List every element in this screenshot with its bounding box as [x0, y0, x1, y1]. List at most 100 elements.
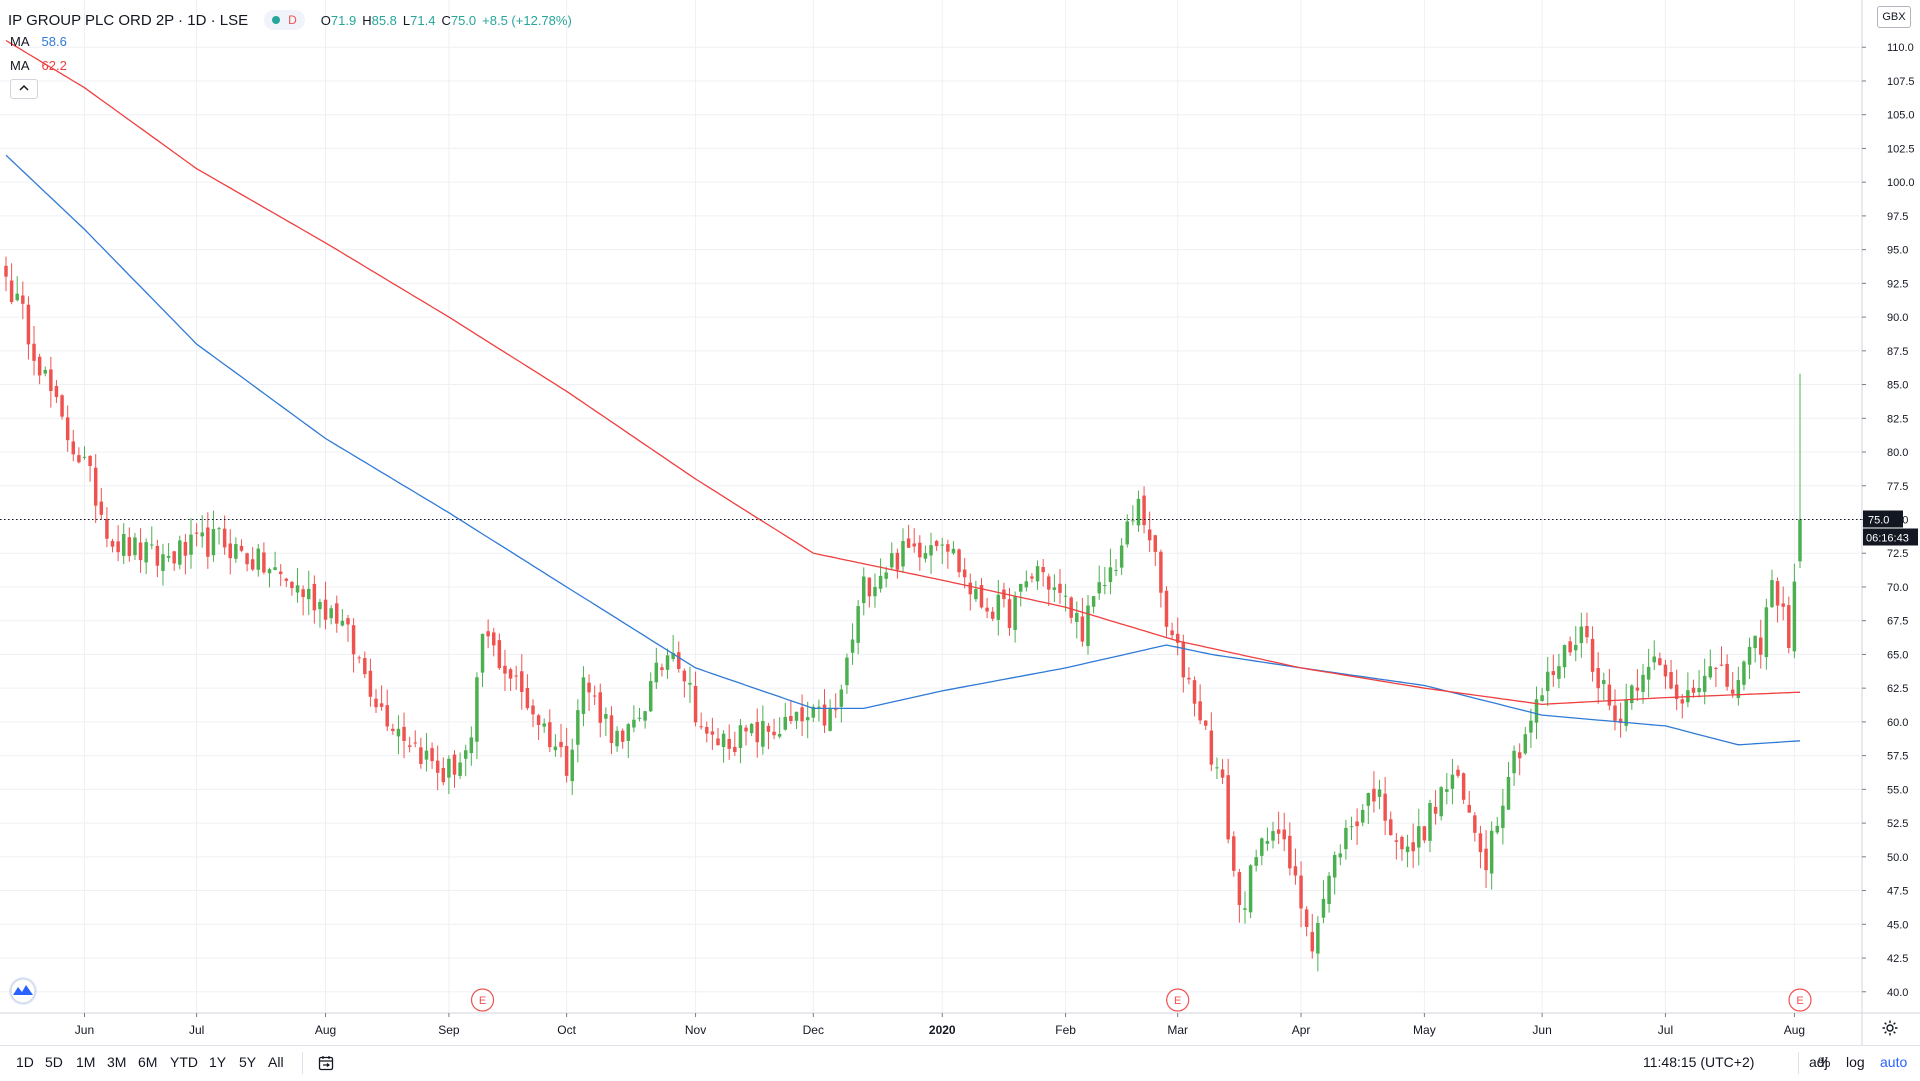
timeframe-1m[interactable]: 1M [76, 1054, 96, 1070]
candle [166, 543, 171, 563]
price-tick-label: 55.0 [1887, 784, 1908, 796]
candle-body [1237, 872, 1242, 905]
candle [1288, 822, 1292, 876]
candle-body [873, 586, 877, 597]
candle-body [1770, 580, 1774, 608]
candle [1467, 790, 1471, 813]
candle [1775, 577, 1780, 623]
candle [1338, 844, 1343, 866]
earnings-marker[interactable]: E [1166, 988, 1190, 1012]
candle [1742, 660, 1746, 691]
symbol-title[interactable]: IP GROUP PLC ORD 2P · 1D · LSE [8, 11, 249, 29]
candle [475, 672, 479, 760]
candle [890, 542, 894, 570]
candle [1568, 636, 1572, 656]
candle-body [934, 540, 939, 547]
gear-icon[interactable] [1881, 1019, 1899, 1037]
timeframe-6m[interactable]: 6M [138, 1054, 158, 1070]
candle-body [615, 730, 619, 747]
currency-badge[interactable]: GBX [1877, 6, 1911, 28]
candle [4, 256, 8, 292]
timeframe-1d[interactable]: 1D [16, 1054, 34, 1070]
candle-body [520, 671, 524, 692]
auto-toggle[interactable]: auto [1880, 1054, 1908, 1070]
candle-body [862, 576, 866, 604]
candle-body [1142, 495, 1146, 526]
timeframe-5y[interactable]: 5Y [239, 1054, 257, 1070]
percent-toggle[interactable]: % [1818, 1054, 1830, 1070]
price-axis[interactable]: 40.0 42.5 45.0 47.5 50.0 52.5 55.0 57.5 60.0 62.5… [1862, 15, 1915, 999]
candle-body [1018, 583, 1023, 592]
timeframe-5d[interactable]: 5D [45, 1054, 63, 1070]
candle [626, 722, 631, 759]
legend-collapse-button[interactable] [10, 79, 38, 99]
timeframe-ytd[interactable]: YTD [170, 1054, 198, 1070]
candle-body [110, 540, 115, 547]
candle-body [1069, 597, 1073, 618]
candle [710, 717, 715, 750]
earnings-marker-label: E [479, 995, 486, 1007]
candle-body [990, 611, 995, 619]
price-tick-label: 57.5 [1887, 751, 1908, 763]
candle-body [374, 698, 378, 708]
ohlc-values: O71.9 H85.8 L71.4 C75.0 +8.5 (+12.78%) [321, 13, 578, 28]
candle [637, 707, 642, 722]
candle-body [789, 715, 793, 721]
candle-body [155, 545, 160, 566]
candle [1517, 743, 1522, 776]
candle [705, 721, 709, 743]
candle [1136, 490, 1141, 532]
log-toggle[interactable]: log [1846, 1054, 1865, 1070]
timeframe-all[interactable]: All [268, 1054, 284, 1070]
candle-body [1596, 668, 1600, 689]
candle-body [1708, 666, 1713, 678]
candles [4, 256, 1802, 972]
ohlc-value: 75.0 [450, 12, 477, 28]
candle [1159, 549, 1163, 608]
candle-body [665, 655, 670, 670]
candle-body [643, 711, 647, 721]
candle [1035, 560, 1040, 590]
candle [127, 527, 132, 562]
timeframe-3m[interactable]: 3M [107, 1054, 127, 1070]
candle [1495, 816, 1500, 835]
price-tick-label: 50.0 [1887, 852, 1908, 864]
candle [161, 543, 165, 586]
candle-body [1652, 656, 1656, 663]
candle-body [1691, 687, 1696, 693]
candle-body [194, 532, 199, 534]
candle [1024, 570, 1029, 592]
candle [1770, 569, 1774, 608]
clock-display[interactable]: 11:48:15 (UTC+2) [1643, 1054, 1755, 1070]
candle-body [1775, 581, 1780, 606]
earnings-marker[interactable]: E [1788, 988, 1812, 1012]
candle [906, 524, 911, 549]
tradingview-logo-icon[interactable] [9, 977, 37, 1005]
price-chart[interactable]: 40.0 42.5 45.0 47.5 50.0 52.5 55.0 57.5 60.0 62.5… [0, 0, 1920, 1045]
candle [990, 606, 995, 622]
candle-body [923, 553, 928, 559]
candle-body [749, 723, 754, 734]
candle [312, 575, 317, 624]
candle-body [962, 569, 967, 578]
candle-body [273, 567, 277, 571]
candle-body [918, 542, 922, 558]
candle-body [609, 715, 614, 744]
calendar-range-icon[interactable] [318, 1055, 334, 1071]
adj-toggle[interactable]: adj [1809, 1054, 1828, 1070]
candle-body [604, 714, 608, 719]
candle [570, 738, 574, 795]
time-axis[interactable]: Jun Jul Aug Sep Oct Nov Dec 2020 Feb Mar Apr May Jun… [75, 1013, 1805, 1037]
timeframe-1y[interactable]: 1Y [209, 1054, 227, 1070]
candle-body [1136, 498, 1141, 526]
candle [458, 752, 462, 780]
candle-body [542, 723, 546, 727]
candle-body [1344, 827, 1348, 850]
earnings-marker[interactable]: E [470, 988, 495, 1012]
candle [407, 736, 412, 753]
legend-ma1-row[interactable]: MA 58.6 [10, 34, 67, 49]
legend-ma2-row[interactable]: MA 62.2 [10, 58, 67, 73]
candle [1181, 634, 1186, 693]
candle-body [1310, 932, 1314, 952]
